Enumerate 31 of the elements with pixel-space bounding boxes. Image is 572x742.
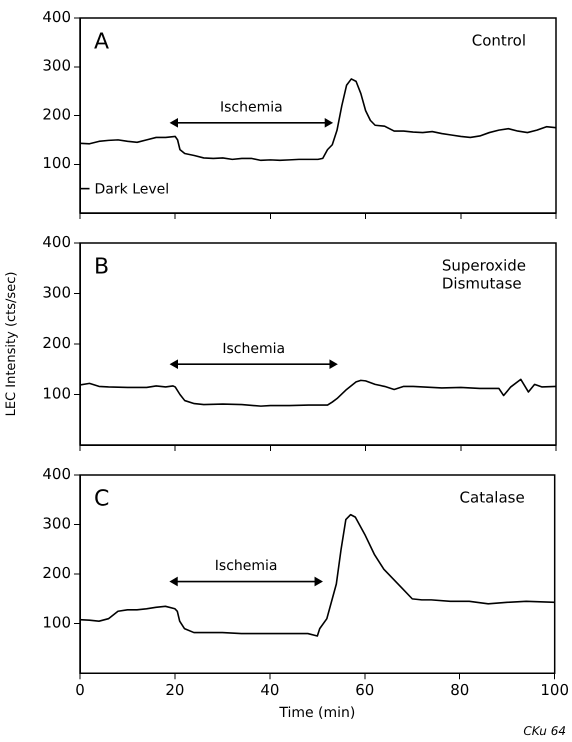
text: Superoxide Dismutase: [442, 256, 526, 292]
y-tick-label: 300: [42, 514, 71, 532]
x-axis-title: Time (min): [278, 705, 356, 722]
text: C: [94, 486, 110, 512]
y-tick-label: 400: [42, 464, 71, 483]
y-tick-label: 200: [42, 105, 71, 124]
y-tick-label: 200: [42, 564, 71, 582]
x-tick-label: 20: [165, 681, 184, 700]
x-tick-label: 80: [450, 681, 470, 700]
y-tick-label: 100: [42, 384, 71, 402]
x-tick-label: 60: [355, 681, 374, 700]
y-tick-label: 200: [42, 334, 71, 352]
x-tick-label: 0: [75, 681, 85, 700]
y-tick-label: 400: [42, 8, 71, 26]
y-tick-label: 100: [42, 614, 71, 632]
annotation: Ischemia: [222, 340, 286, 357]
text: Control: [472, 31, 526, 50]
text: B: [94, 254, 110, 280]
text: CKu 64: [523, 724, 566, 738]
x-tick-label: 100: [540, 681, 570, 700]
y-axis-title: LEC Intensity (cts/sec): [4, 272, 20, 416]
y-tick-label: 300: [42, 283, 71, 302]
annotation: Dark Level: [94, 181, 170, 198]
annotation: Ischemia: [214, 558, 278, 574]
y-tick-label: 100: [42, 154, 71, 172]
x-tick-label: 40: [260, 681, 280, 700]
text: Catalase: [460, 488, 525, 506]
text: A: [94, 30, 110, 55]
annotation: Ischemia: [220, 99, 283, 116]
y-tick-label: 400: [42, 232, 71, 251]
y-tick-label: 300: [42, 56, 71, 75]
